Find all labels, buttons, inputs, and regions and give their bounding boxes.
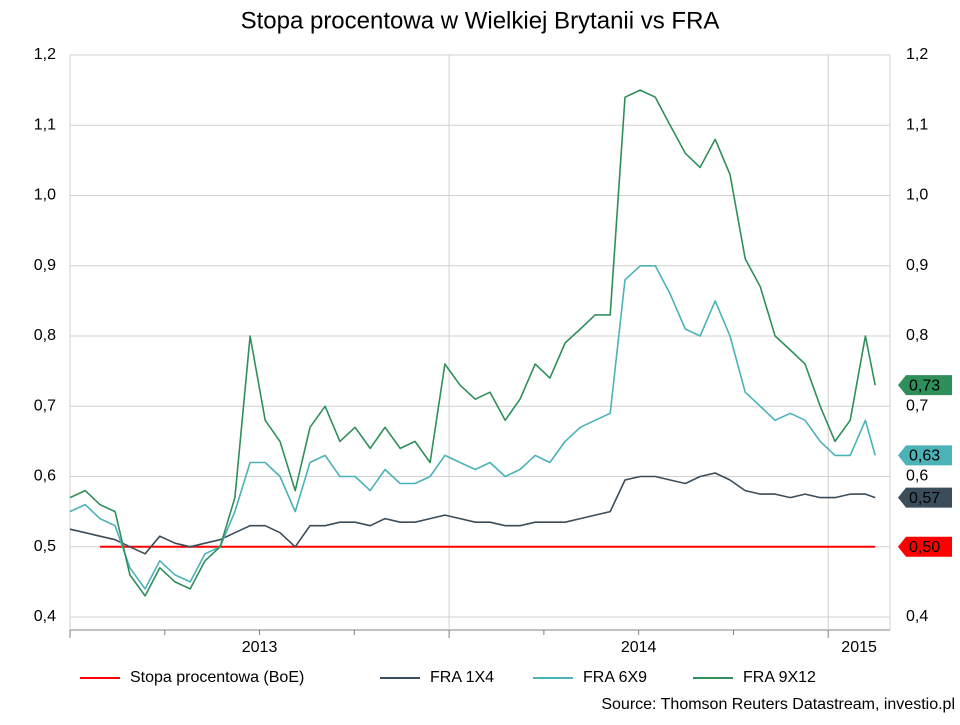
y2-tick-label: 0,4 bbox=[906, 608, 928, 625]
y2-tick-label: 0,6 bbox=[906, 468, 928, 485]
y-tick-label: 0,4 bbox=[34, 608, 56, 625]
end-label: 0,63 bbox=[909, 448, 940, 465]
y-tick-label: 0,7 bbox=[34, 397, 56, 414]
legend-label: FRA 1X4 bbox=[430, 669, 494, 686]
end-label-tag bbox=[898, 487, 952, 508]
y2-tick-label: 1,1 bbox=[906, 116, 928, 133]
x-tick-label: 2015 bbox=[841, 639, 877, 656]
y-tick-label: 0,5 bbox=[34, 538, 56, 555]
series-line bbox=[69, 472, 876, 555]
end-label: 0,50 bbox=[909, 539, 940, 556]
chart-title: Stopa procentowa w Wielkiej Brytanii vs … bbox=[241, 7, 720, 34]
y-tick-label: 1,0 bbox=[34, 187, 56, 204]
y-tick-label: 0,9 bbox=[34, 257, 56, 274]
y-tick-label: 0,6 bbox=[34, 468, 56, 485]
series-line bbox=[69, 265, 876, 590]
y2-tick-label: 1,2 bbox=[906, 46, 928, 63]
end-label: 0,57 bbox=[909, 490, 940, 507]
y-tick-label: 1,2 bbox=[34, 46, 56, 63]
y-tick-label: 1,1 bbox=[34, 116, 56, 133]
y2-tick-label: 0,8 bbox=[906, 327, 928, 344]
legend-label: FRA 9X12 bbox=[743, 669, 816, 686]
y-tick-label: 0,8 bbox=[34, 327, 56, 344]
x-tick-label: 2013 bbox=[242, 639, 278, 656]
series-line bbox=[69, 89, 876, 597]
legend-label: FRA 6X9 bbox=[583, 669, 647, 686]
legend-label: Stopa procentowa (BoE) bbox=[130, 669, 304, 686]
y2-tick-label: 0,9 bbox=[906, 257, 928, 274]
x-tick-label: 2014 bbox=[621, 639, 657, 656]
end-label: 0,73 bbox=[909, 377, 940, 394]
source-note: Source: Thomson Reuters Datastream, inve… bbox=[601, 696, 955, 713]
end-label-tag bbox=[898, 445, 952, 466]
y2-tick-label: 0,7 bbox=[906, 397, 928, 414]
y2-tick-label: 1,0 bbox=[906, 187, 928, 204]
end-label-tag bbox=[898, 375, 952, 396]
end-label-tag bbox=[898, 536, 952, 557]
